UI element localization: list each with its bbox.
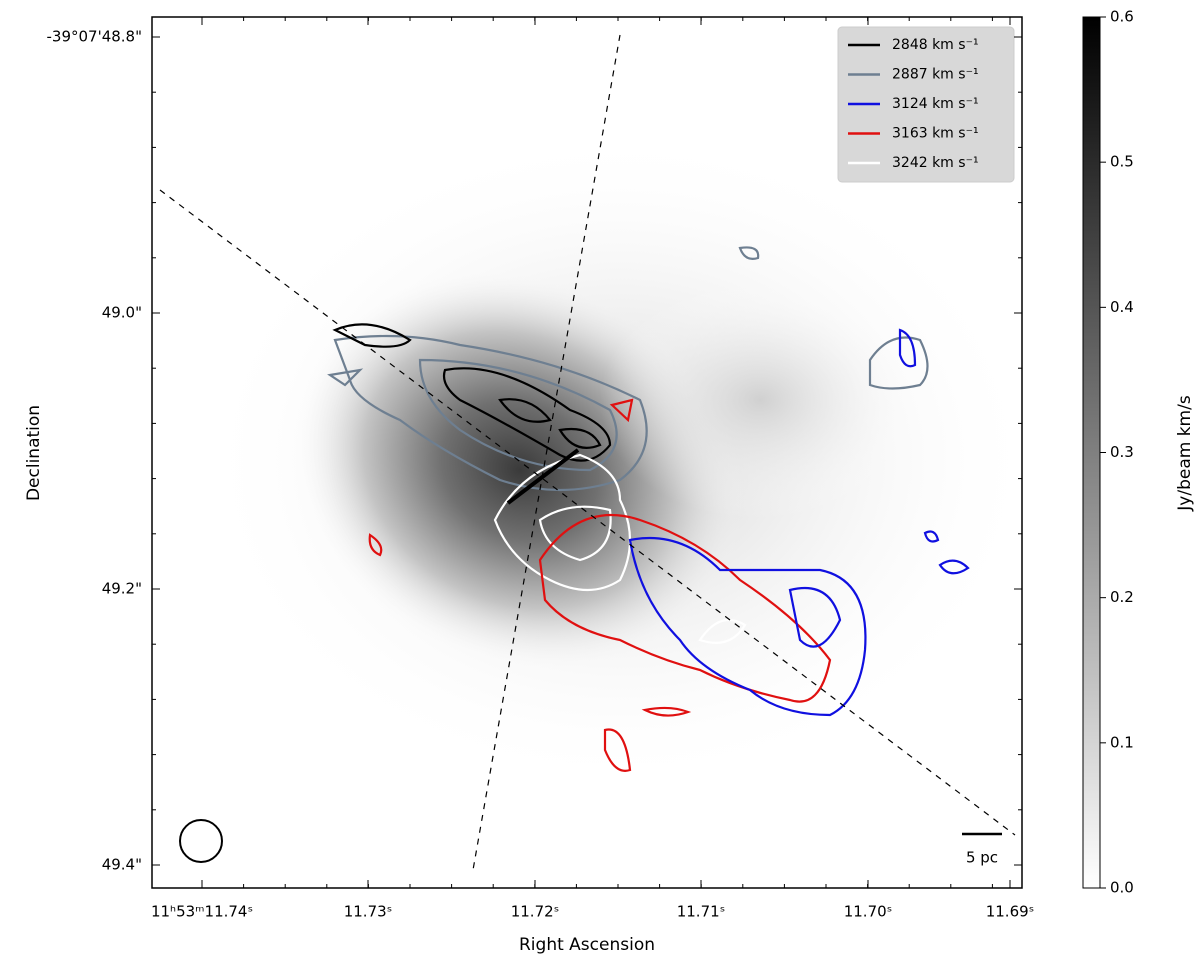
emission <box>600 280 920 520</box>
legend-label: 3242 km s⁻¹ <box>892 155 979 171</box>
scale-bar-label: 5 pc <box>966 849 998 867</box>
colorbar-tick-label: 0.3 <box>1110 443 1134 461</box>
colorbar-label: Jy/beam km/s <box>1175 395 1195 512</box>
legend <box>837 26 1015 183</box>
y-tick-label: 49.4" <box>102 856 142 874</box>
beam <box>179 819 223 863</box>
legend-label: 3163 km s⁻¹ <box>892 126 979 142</box>
position-angle <box>506 448 580 505</box>
y-tick-label: 49.2" <box>102 580 142 598</box>
contours <box>327 246 970 772</box>
axis-line <box>472 34 621 871</box>
y-tick-label: 49.0" <box>102 304 142 322</box>
legend-label: 2887 km s⁻¹ <box>892 67 979 83</box>
x-axis-label: Right Ascension <box>519 935 655 955</box>
x-tick-label: 11.73ˢ <box>344 903 393 921</box>
x-tick-label: 11.71ˢ <box>677 903 726 921</box>
plot-frame <box>151 16 1023 889</box>
x-tick-label: 11ʰ53ᵐ11.74ˢ <box>151 903 253 921</box>
colorbar <box>1082 16 1101 889</box>
y-axis-label: Declination <box>24 405 44 501</box>
x-tick-label: 11.70ˢ <box>844 903 893 921</box>
legend-label: 2848 km s⁻¹ <box>892 37 979 53</box>
legend-label: 3124 km s⁻¹ <box>892 96 979 112</box>
x-tick-label: 11.69ˢ <box>986 903 1035 921</box>
y-tick-label: -39°07'48.8" <box>46 28 142 46</box>
x-tick-label: 11.72ˢ <box>511 903 560 921</box>
colorbar-tick-label: 0.5 <box>1110 153 1134 171</box>
colorbar-tick-label: 0.1 <box>1110 733 1134 751</box>
axis-line <box>159 189 1016 836</box>
colorbar-tick-label: 0.6 <box>1110 8 1134 26</box>
colorbar-tick-label: 0.4 <box>1110 298 1134 316</box>
colorbar-tick-label: 0.0 <box>1110 879 1134 897</box>
colorbar-tick-label: 0.2 <box>1110 588 1134 606</box>
